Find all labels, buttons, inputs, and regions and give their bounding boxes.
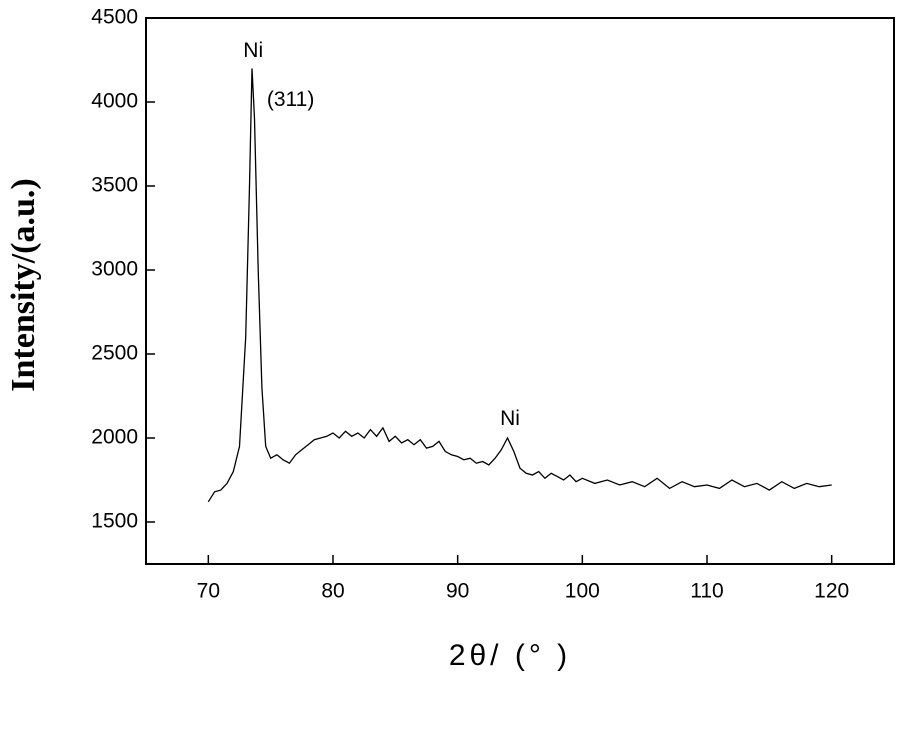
x-tick-label: 110 [690,580,723,603]
annotation: Ni [500,407,520,430]
x-tick-label: 100 [565,580,600,603]
x-tick-label: 80 [321,580,344,603]
annotation: Ni [243,39,263,62]
y-tick-label: 2500 [91,342,138,365]
y-tick-label: 1500 [91,510,138,533]
y-tick-label: 2000 [91,426,138,449]
y-axis-title: Intensity/(a.u.) [5,178,42,391]
x-tick-label: 120 [814,580,849,603]
x-axis-title: 2θ/ (° ) [449,639,571,672]
x-tick-label: 70 [197,580,220,603]
x-tick-label: 90 [446,580,469,603]
y-tick-label: 4000 [91,90,138,113]
annotation: (311) [267,88,314,111]
data-line [207,68,832,503]
plot-frame [145,17,895,565]
y-tick-label: 3500 [91,174,138,197]
y-tick-label: 4500 [91,6,138,29]
y-tick-label: 3000 [91,258,138,281]
